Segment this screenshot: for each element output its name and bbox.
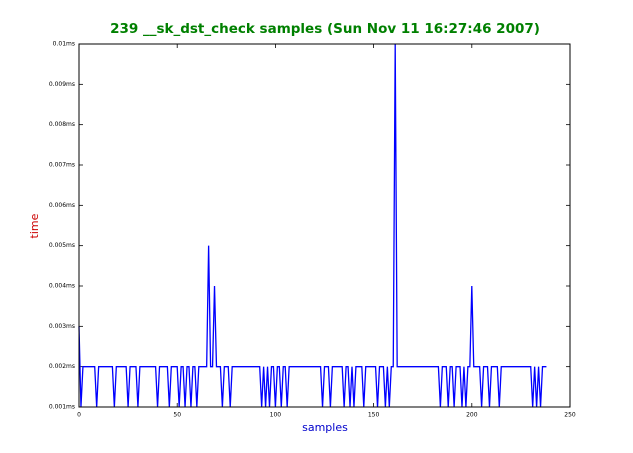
- y-tick-label: 0.001ms: [49, 404, 75, 411]
- y-tick-label: 0.006ms: [49, 202, 75, 209]
- y-tick-label: 0.002ms: [49, 363, 75, 370]
- x-tick-label: 200: [466, 412, 478, 419]
- x-tick-label: 100: [270, 412, 282, 419]
- y-tick-label: 0.009ms: [49, 81, 75, 88]
- y-tick-label: 0.004ms: [49, 283, 75, 290]
- chart-title: 239 __sk_dst_check samples (Sun Nov 11 1…: [110, 21, 540, 37]
- plot-frame: [78, 43, 571, 408]
- y-axis-label: time: [28, 213, 41, 238]
- x-tick-label: 50: [173, 412, 181, 419]
- y-tick-label: 0.01ms: [53, 41, 75, 48]
- y-tick-label: 0.007ms: [49, 162, 75, 169]
- data-line: [78, 43, 547, 408]
- y-tick-label: 0.005ms: [49, 242, 75, 249]
- x-axis-label: samples: [302, 421, 348, 434]
- x-tick-label: 250: [564, 412, 576, 419]
- x-tick-label: 150: [368, 412, 380, 419]
- x-tick-label: 0: [77, 412, 81, 419]
- y-tick-label: 0.003ms: [49, 323, 75, 330]
- y-tick-label: 0.008ms: [49, 121, 75, 128]
